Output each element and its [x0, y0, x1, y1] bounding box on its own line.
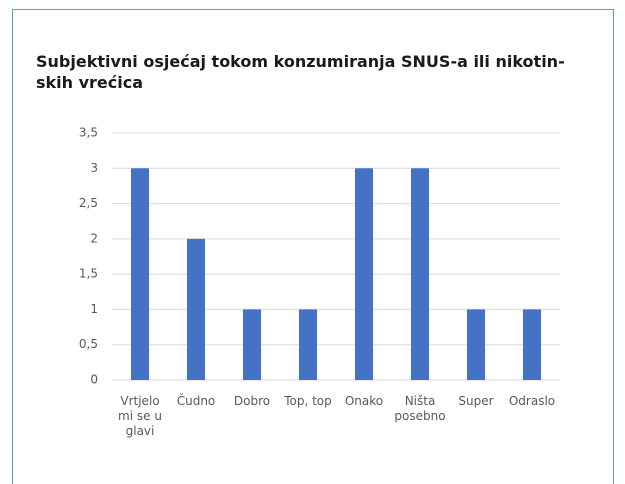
- x-tick-label: Ništa posebno: [394, 394, 446, 423]
- bar: [131, 168, 149, 380]
- bar: [411, 168, 429, 380]
- x-tick-label: Top, top: [284, 394, 332, 408]
- x-tick-label: Odraslo: [508, 394, 556, 408]
- y-tick-label: 3,5: [79, 126, 98, 140]
- chart-title: skih vrećica: [36, 73, 143, 92]
- bar: [299, 309, 317, 380]
- frame: [12, 9, 614, 484]
- x-tick-label: Dobro: [233, 394, 271, 408]
- y-tick-label: 0,5: [79, 337, 98, 351]
- x-tick-label: Vrtjelo mi se u glavi: [118, 394, 162, 438]
- chart-title: Subjektivni osjećaj tokom konzumiranja S…: [36, 52, 565, 71]
- x-tick-label: Super: [458, 394, 494, 408]
- x-tick-label: Čudno: [176, 394, 216, 408]
- bar: [355, 168, 373, 380]
- x-tick-label: Onako: [344, 394, 384, 408]
- y-tick-label: 3: [90, 161, 98, 175]
- bar: [523, 309, 541, 380]
- bar: [243, 309, 261, 380]
- y-tick-label: 0: [90, 373, 98, 387]
- bar: [467, 309, 485, 380]
- bar: [187, 238, 205, 380]
- y-tick-label: 1: [90, 302, 98, 316]
- y-tick-label: 2: [90, 231, 98, 245]
- y-tick-label: 1,5: [79, 267, 98, 281]
- y-tick-label: 2,5: [79, 196, 98, 210]
